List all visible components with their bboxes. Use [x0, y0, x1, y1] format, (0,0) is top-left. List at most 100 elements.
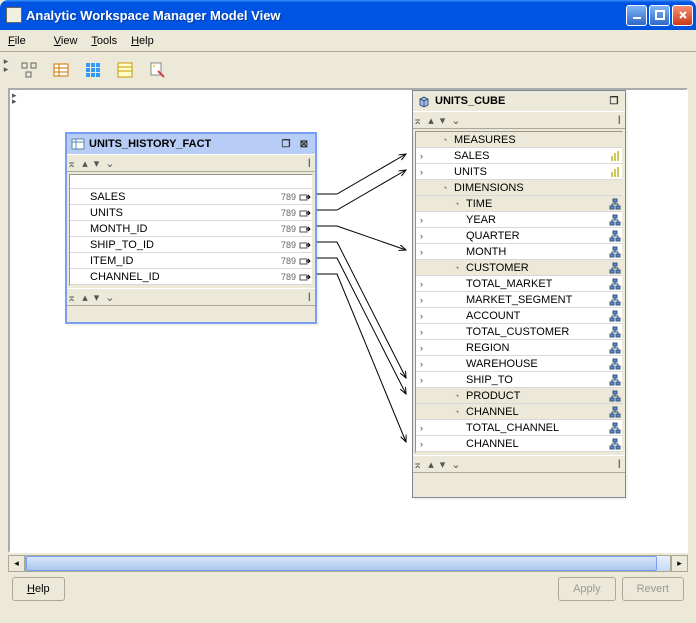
minimize-button[interactable] [626, 5, 647, 26]
row-label: TIME [466, 198, 608, 210]
section-row[interactable]: ◔PRODUCT [416, 388, 622, 404]
column-type: 789 [272, 192, 296, 202]
fact-row[interactable]: SHIP_TO_ID789 [70, 237, 312, 253]
hierarchy-icon [608, 438, 622, 450]
column-name: SALES [90, 191, 272, 203]
expand-icon[interactable]: › [420, 247, 430, 257]
wand-icon[interactable] [146, 59, 168, 81]
item-row[interactable]: ›YEAR [416, 212, 622, 228]
item-row[interactable]: ›UNITS [416, 164, 622, 180]
menu-bar: File View Tools Help [0, 30, 696, 52]
table-view-icon[interactable] [50, 59, 72, 81]
panel-title-text: UNITS_CUBE [435, 95, 505, 107]
map-icon[interactable] [298, 223, 312, 235]
panel-nav-top[interactable]: ⌅▴▾⌄I [67, 154, 315, 172]
scroll-left-button[interactable]: ◂ [8, 555, 25, 572]
menu-tools[interactable]: Tools [91, 35, 117, 47]
panel-units-cube[interactable]: UNITS_CUBE ❐ ⌅▴▾⌄I ◔MEASURES›SALES›UNITS… [412, 90, 626, 498]
item-row[interactable]: ›SHIP_TO [416, 372, 622, 388]
row-label: DIMENSIONS [454, 182, 608, 194]
panel-units-history-fact[interactable]: UNITS_HISTORY_FACT ❐ ⊠ ⌅▴▾⌄I SALES789UNI… [65, 132, 317, 324]
dock-grip[interactable]: ▸▸ [0, 52, 12, 72]
map-icon[interactable] [298, 207, 312, 219]
fact-row[interactable]: ITEM_ID789 [70, 253, 312, 269]
fact-row[interactable]: CHANNEL_ID789 [70, 269, 312, 285]
expand-icon[interactable]: › [420, 327, 430, 337]
hierarchy-icon [608, 214, 622, 226]
column-name: MONTH_ID [90, 223, 272, 235]
section-row[interactable]: ◔DIMENSIONS [416, 180, 622, 196]
item-row[interactable]: ›SALES [416, 148, 622, 164]
menu-file[interactable]: File [8, 35, 40, 47]
grid-icon[interactable] [82, 59, 104, 81]
item-row[interactable]: › MARKET_SEGMENT [416, 292, 622, 308]
expand-icon[interactable]: › [420, 343, 430, 353]
item-row[interactable]: ›TOTAL_CUSTOMER [416, 324, 622, 340]
item-row[interactable]: ›MONTH [416, 244, 622, 260]
panel-body: SALES789UNITS789MONTH_ID789SHIP_TO_ID789… [69, 174, 313, 286]
item-row[interactable]: ›WAREHOUSE [416, 356, 622, 372]
map-icon[interactable] [298, 271, 312, 283]
expand-icon[interactable]: › [420, 423, 430, 433]
row-label: MARKET_SEGMENT [466, 294, 608, 306]
expand-icon[interactable]: › [420, 279, 430, 289]
apply-button[interactable]: Apply [558, 577, 616, 601]
canvas-grip[interactable]: ▸▸ [12, 92, 17, 104]
expand-icon[interactable]: › [420, 215, 430, 225]
menu-help[interactable]: Help [131, 35, 154, 47]
item-row[interactable]: ›REGION [416, 340, 622, 356]
panel-nav-top[interactable]: ⌅▴▾⌄I [413, 111, 625, 129]
panel-nav-bottom[interactable]: ⌅▴▾⌄I [413, 455, 625, 473]
expand-icon[interactable]: › [420, 167, 430, 177]
close-button[interactable] [672, 5, 693, 26]
expand-icon[interactable]: › [420, 311, 430, 321]
restore-icon[interactable]: ❐ [607, 94, 621, 108]
diagram-view-icon[interactable] [18, 59, 40, 81]
map-icon[interactable] [298, 191, 312, 203]
item-row[interactable]: ›TOTAL_CHANNEL [416, 420, 622, 436]
help-button[interactable]: Help [12, 577, 65, 601]
measure-icon [608, 166, 622, 178]
panel-body: ◔MEASURES›SALES›UNITS◔DIMENSIONS◔TIME›YE… [415, 131, 623, 453]
panel-title-bar[interactable]: UNITS_CUBE ❐ [413, 91, 625, 111]
maximize-button[interactable] [649, 5, 670, 26]
item-row[interactable]: › CHANNEL [416, 436, 622, 452]
scroll-track[interactable] [25, 555, 671, 572]
map-icon[interactable] [298, 239, 312, 251]
row-label: CHANNEL [466, 406, 608, 418]
hierarchy-icon [608, 326, 622, 338]
expand-icon[interactable]: › [420, 439, 430, 449]
column-name: ITEM_ID [90, 255, 272, 267]
model-canvas[interactable]: UNITS_HISTORY_FACT ❐ ⊠ ⌅▴▾⌄I SALES789UNI… [24, 90, 686, 551]
sheet-icon[interactable] [114, 59, 136, 81]
expand-icon[interactable]: › [420, 295, 430, 305]
item-row[interactable]: ›ACCOUNT [416, 308, 622, 324]
item-row[interactable]: ›TOTAL_MARKET [416, 276, 622, 292]
section-row[interactable]: ◔TIME [416, 196, 622, 212]
section-row[interactable]: ◔CUSTOMER [416, 260, 622, 276]
expand-icon[interactable]: › [420, 359, 430, 369]
row-label: CHANNEL [466, 438, 608, 450]
expand-icon[interactable]: › [420, 231, 430, 241]
horizontal-scrollbar[interactable]: ◂ ▸ [8, 555, 688, 572]
section-row[interactable]: ◔MEASURES [416, 132, 622, 148]
expand-icon[interactable]: › [420, 375, 430, 385]
scroll-thumb[interactable] [26, 556, 657, 571]
item-row[interactable]: › QUARTER [416, 228, 622, 244]
measure-icon [608, 150, 622, 162]
scroll-right-button[interactable]: ▸ [671, 555, 688, 572]
expand-icon[interactable]: › [420, 151, 430, 161]
row-label: QUARTER [466, 230, 608, 242]
fact-row[interactable]: SALES789 [70, 189, 312, 205]
hierarchy-icon [608, 374, 622, 386]
close-icon[interactable]: ⊠ [297, 137, 311, 151]
section-row[interactable]: ◔CHANNEL [416, 404, 622, 420]
menu-view[interactable]: View [54, 35, 78, 47]
panel-title-bar[interactable]: UNITS_HISTORY_FACT ❐ ⊠ [67, 134, 315, 154]
panel-nav-bottom[interactable]: ⌅▴▾⌄I [67, 288, 315, 306]
map-icon[interactable] [298, 255, 312, 267]
restore-icon[interactable]: ❐ [279, 137, 293, 151]
fact-row[interactable]: UNITS789 [70, 205, 312, 221]
fact-row[interactable]: MONTH_ID789 [70, 221, 312, 237]
revert-button[interactable]: Revert [622, 577, 684, 601]
